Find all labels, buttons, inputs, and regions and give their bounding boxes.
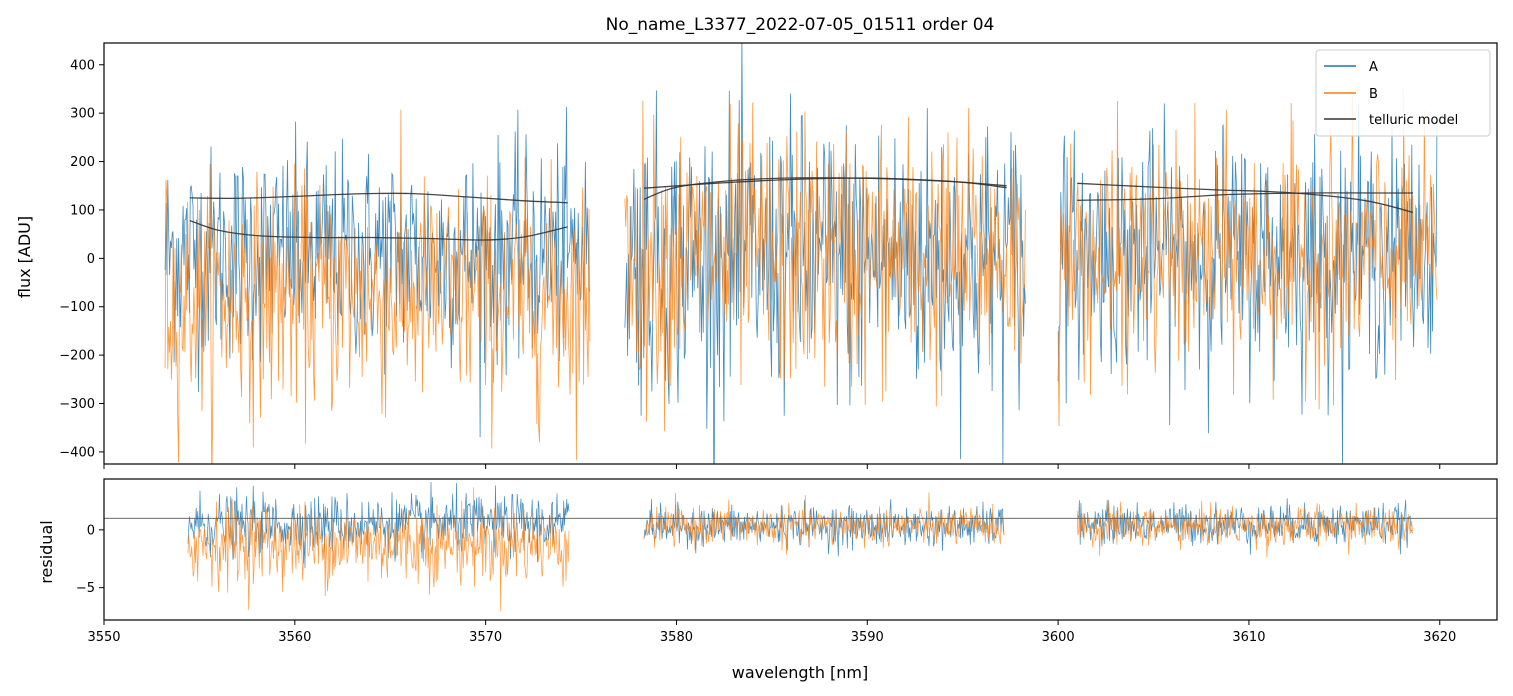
flux-series-b-segment-1: [164, 109, 591, 464]
flux-x-ticks: [103, 464, 1441, 469]
telluric-model-line-1: [189, 192, 568, 204]
telluric-model-line-5: [1077, 182, 1414, 214]
flux-y-tick-label: −400: [59, 445, 95, 460]
residual-series-b-segment-2: [643, 492, 1005, 555]
residual-axes-frame: [103, 478, 1498, 621]
x-tick-label: 3560: [278, 630, 311, 645]
legend-frame: [1315, 49, 1491, 137]
residual-y-ticks: −5 0: [76, 523, 104, 596]
flux-y-tick-label: 100: [70, 203, 95, 218]
telluric-model-line-2: [189, 219, 568, 241]
flux-series-b-segment-3: [1057, 88, 1438, 427]
residual-y-tick-label: −5: [76, 581, 95, 596]
residual-x-ticks: 3550 3560 3570 3580 3590 3600 3610 3620: [87, 620, 1456, 645]
flux-y-axis-label: flux [ADU]: [15, 216, 34, 298]
flux-y-tick-label: −300: [59, 397, 95, 412]
flux-y-tick-label: −100: [59, 300, 95, 315]
x-tick-label: 3600: [1042, 630, 1075, 645]
residual-y-axis-label: residual: [37, 520, 56, 583]
residual-y-tick-label: 0: [87, 523, 95, 538]
flux-panel: −400 −300 −200 −100 0 100 200 300 400 flux [ADU]…: [15, 42, 1498, 469]
flux-y-tick-label: 300: [70, 107, 95, 122]
x-axis-label: wavelength [nm]: [732, 663, 869, 682]
residual-series-b-segment-1: [187, 487, 570, 612]
flux-y-tick-label: −200: [59, 349, 95, 364]
x-tick-label: 3620: [1423, 630, 1456, 645]
flux-y-tick-label: 200: [70, 155, 95, 170]
residual-series-a-segment-1: [187, 481, 570, 569]
legend-label-b: B: [1369, 87, 1378, 102]
x-tick-label: 3570: [469, 630, 502, 645]
telluric-model-line-4: [643, 177, 1007, 189]
telluric-model-line-6: [1077, 192, 1413, 201]
residual-panel: −5 0 3550 3560 3570 3580 3590 3600 3610 3620 res…: [37, 478, 1498, 645]
x-tick-label: 3580: [660, 630, 693, 645]
flux-series-a-segment-2: [624, 43, 1026, 464]
residual-series-b-segment-3: [1076, 500, 1413, 558]
flux-axes-frame: [103, 42, 1498, 465]
x-tick-label: 3550: [87, 630, 120, 645]
flux-series-b-segment-2: [624, 100, 1026, 432]
x-tick-label: 3610: [1232, 630, 1265, 645]
chart-title: No_name_L3377_2022-07-05_01511 order 04: [606, 15, 995, 35]
legend: A B telluric model: [1315, 49, 1491, 137]
flux-y-ticks: −400 −300 −200 −100 0 100 200 300 400: [59, 58, 104, 460]
x-tick-label: 3590: [851, 630, 884, 645]
flux-y-tick-label: 400: [70, 58, 95, 73]
residual-series-group: [187, 481, 1413, 612]
legend-label-a: A: [1369, 60, 1378, 75]
legend-label-model: telluric model: [1369, 113, 1458, 128]
flux-y-tick-label: 0: [87, 252, 95, 267]
flux-series-group: [164, 43, 1438, 464]
